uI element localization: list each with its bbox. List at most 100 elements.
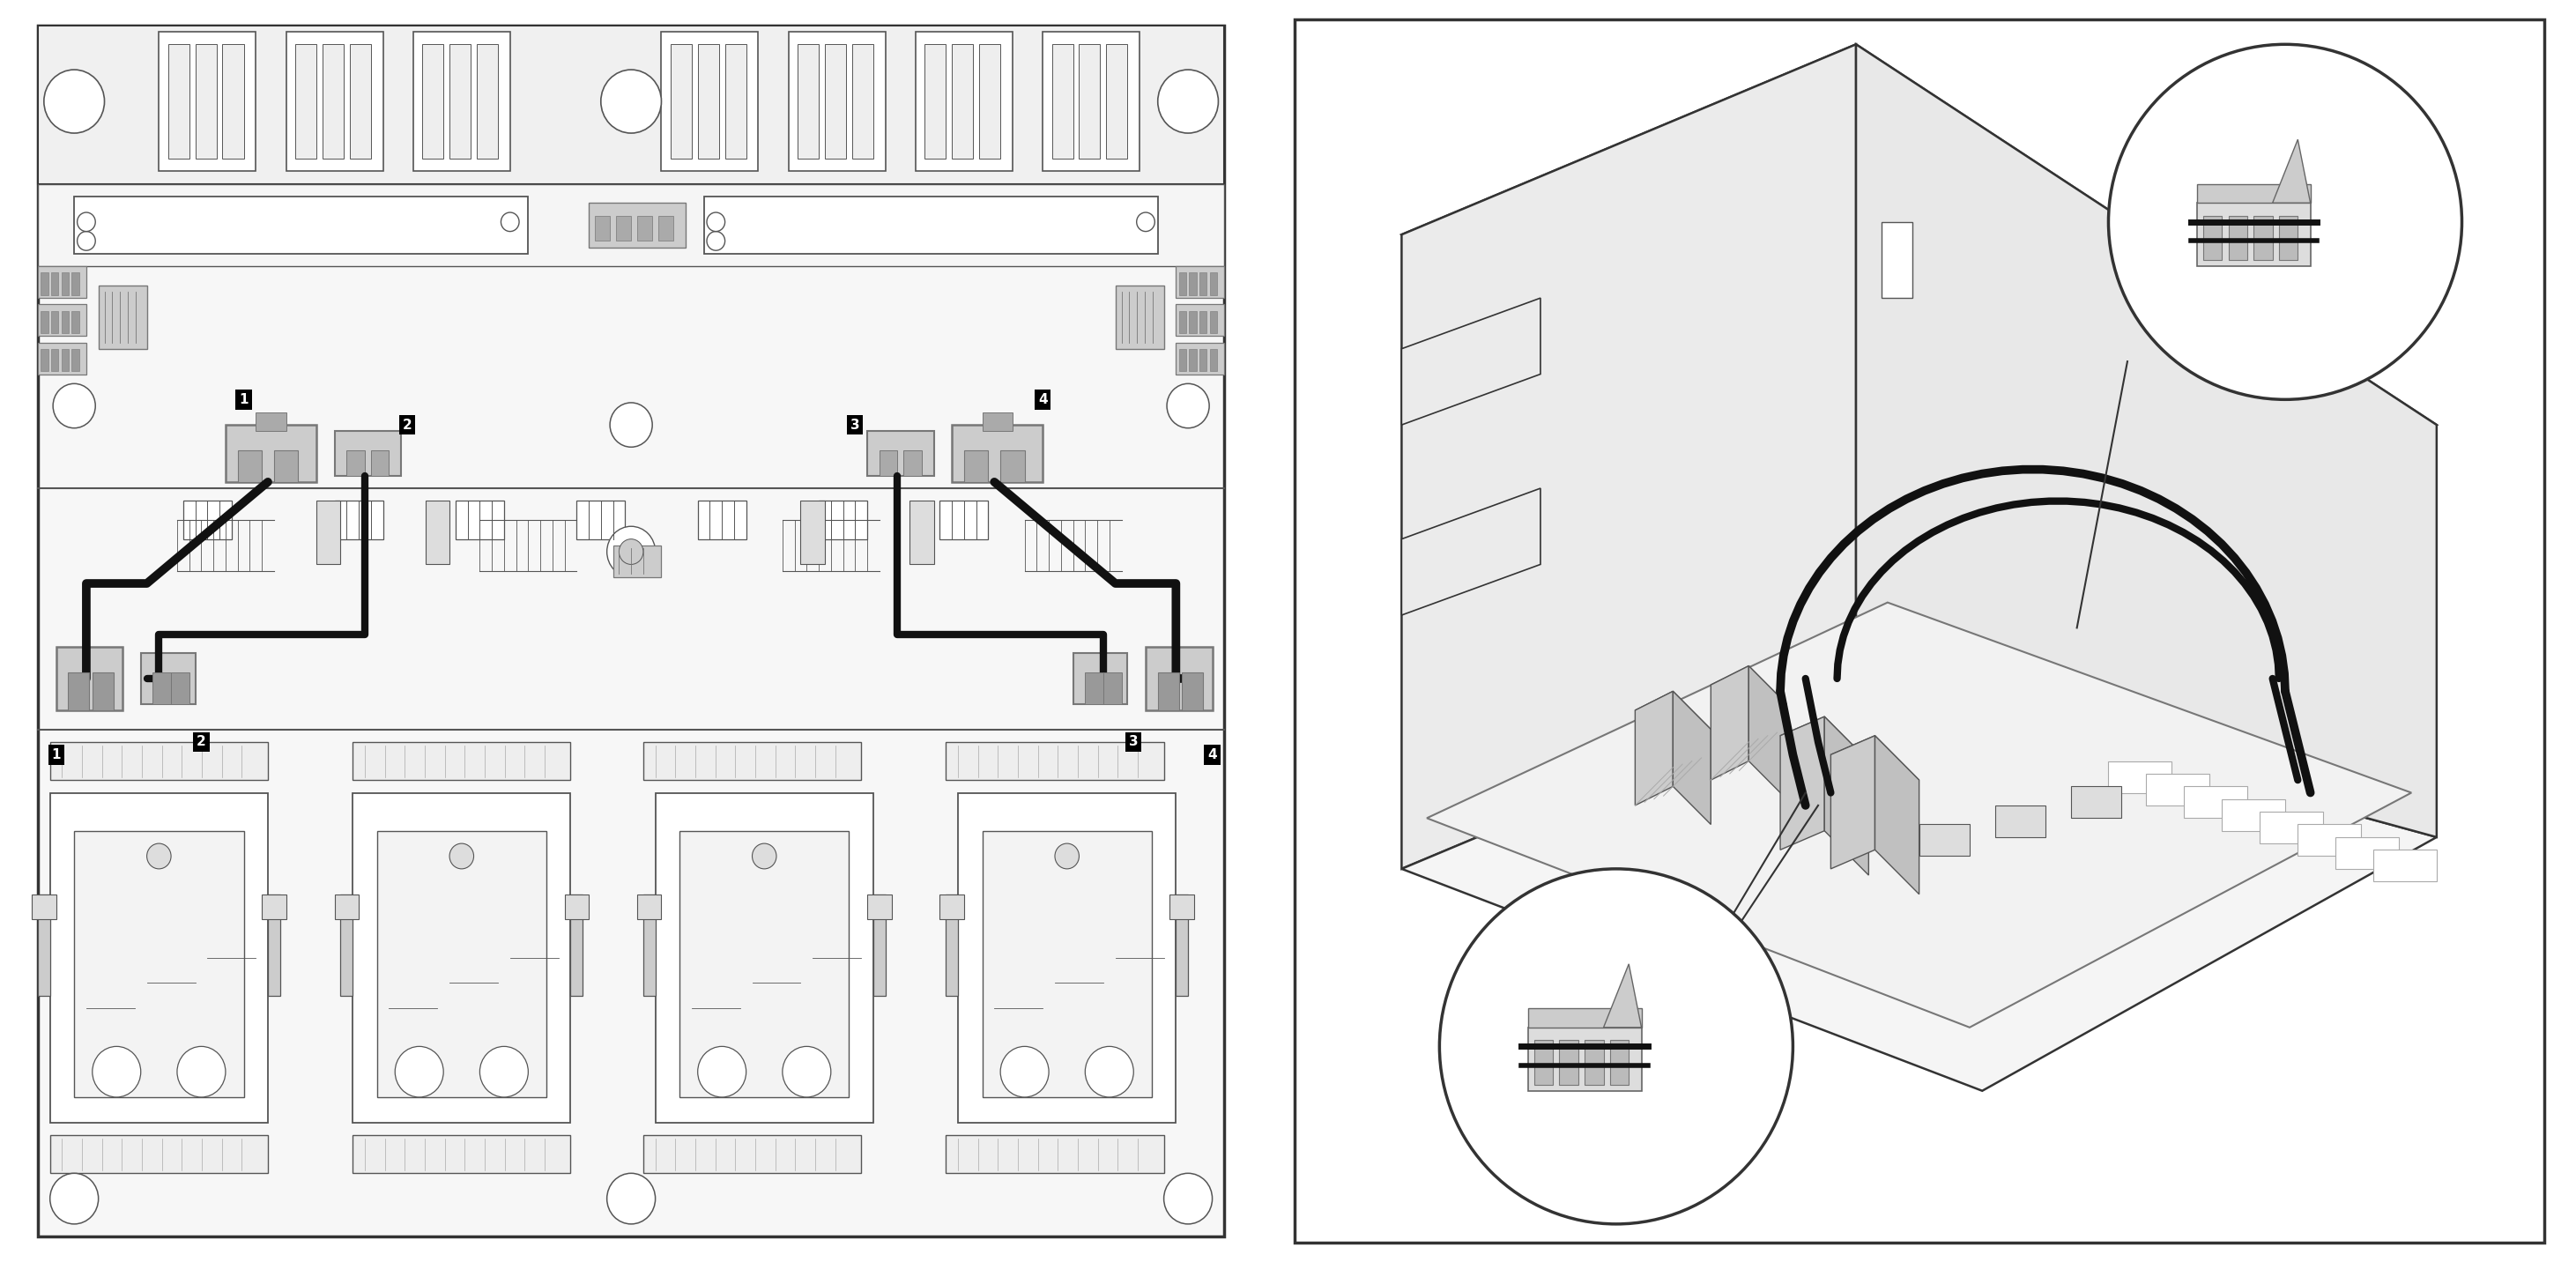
Bar [39, 25, 1224, 184]
Bar [340, 895, 353, 996]
Bar [152, 673, 170, 704]
Bar [57, 647, 124, 711]
Bar [72, 348, 80, 371]
Bar [703, 197, 1157, 254]
Polygon shape [1832, 736, 1919, 799]
Bar [1200, 310, 1206, 333]
Circle shape [77, 231, 95, 250]
Bar [335, 432, 402, 476]
Circle shape [600, 69, 662, 133]
Bar [348, 451, 366, 476]
Bar [1200, 273, 1206, 295]
Bar [2223, 799, 2285, 830]
Circle shape [479, 1046, 528, 1097]
Bar [142, 654, 196, 704]
Polygon shape [1855, 44, 2437, 837]
Text: 2: 2 [196, 736, 206, 748]
Circle shape [93, 1046, 142, 1097]
Bar [222, 44, 245, 159]
Bar [353, 1136, 572, 1174]
Circle shape [1157, 69, 1218, 133]
Text: 3: 3 [1128, 736, 1139, 748]
Bar [1115, 285, 1164, 348]
Bar [801, 501, 824, 564]
Bar [317, 501, 340, 564]
Bar [167, 44, 188, 159]
Bar [1584, 1040, 1602, 1084]
Bar [654, 793, 873, 1122]
Bar [680, 830, 850, 1097]
Bar [237, 451, 263, 482]
Bar [98, 285, 147, 348]
Bar [940, 895, 963, 920]
Polygon shape [1401, 298, 1540, 425]
Bar [41, 348, 49, 371]
Bar [263, 895, 286, 920]
Text: 1: 1 [52, 748, 62, 761]
Bar [853, 44, 873, 159]
Bar [953, 425, 1043, 482]
Bar [1610, 1040, 1628, 1084]
Bar [662, 32, 757, 172]
Bar [981, 413, 1012, 432]
Bar [595, 216, 611, 241]
Bar [945, 895, 958, 996]
Bar [322, 44, 343, 159]
Bar [1211, 273, 1216, 295]
Bar [227, 425, 317, 482]
Bar [819, 501, 868, 539]
Polygon shape [1401, 44, 1855, 868]
Bar [72, 273, 80, 295]
Bar [1200, 348, 1206, 371]
Bar [1528, 1027, 1641, 1090]
Polygon shape [1672, 692, 1710, 824]
Bar [1535, 1040, 1553, 1084]
Circle shape [178, 1046, 227, 1097]
Bar [1211, 348, 1216, 371]
Bar [72, 310, 80, 333]
Bar [41, 273, 49, 295]
Circle shape [783, 1046, 832, 1097]
Bar [963, 451, 989, 482]
Bar [39, 184, 1224, 266]
Circle shape [706, 212, 724, 231]
Circle shape [451, 843, 474, 868]
Bar [636, 895, 662, 920]
Bar [2336, 837, 2398, 868]
Bar [788, 32, 886, 172]
Bar [456, 501, 505, 539]
Circle shape [44, 69, 106, 133]
Bar [904, 451, 922, 476]
Polygon shape [1401, 679, 2437, 1090]
Circle shape [706, 231, 724, 250]
Bar [1074, 654, 1128, 704]
Bar [945, 742, 1164, 780]
Polygon shape [1401, 488, 1540, 615]
Polygon shape [2197, 184, 2311, 203]
Bar [878, 451, 896, 476]
Bar [958, 793, 1175, 1122]
Bar [1043, 32, 1139, 172]
Text: 4: 4 [1038, 392, 1048, 406]
Bar [1105, 44, 1128, 159]
Polygon shape [1780, 717, 1868, 780]
Bar [940, 501, 989, 539]
Bar [644, 1136, 860, 1174]
Circle shape [608, 526, 654, 577]
Bar [613, 545, 662, 577]
Bar [62, 273, 70, 295]
Polygon shape [1636, 692, 1672, 805]
Bar [1880, 222, 1914, 298]
Bar [979, 44, 999, 159]
Circle shape [1084, 1046, 1133, 1097]
Circle shape [611, 403, 652, 447]
Bar [2372, 849, 2437, 882]
Bar [1180, 310, 1185, 333]
Polygon shape [1780, 717, 1824, 849]
Bar [448, 44, 471, 159]
Bar [1175, 895, 1188, 996]
Bar [353, 793, 572, 1122]
Bar [953, 44, 974, 159]
Bar [255, 413, 286, 432]
Bar [1994, 805, 2045, 837]
